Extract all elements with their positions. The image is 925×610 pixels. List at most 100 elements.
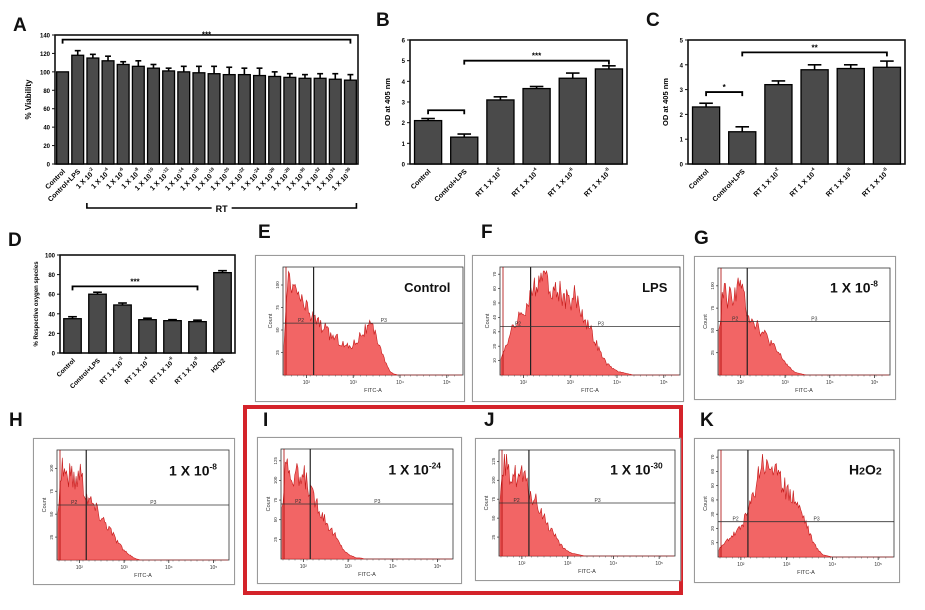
category-label: RT 1 X 10-8 [171, 355, 202, 386]
y-tick-label: 50 [710, 327, 715, 333]
significance-label: * [723, 83, 727, 92]
y-tick-label: 0 [47, 163, 51, 169]
y-tick-label: 100 [273, 476, 278, 484]
y-axis-label: Count [42, 497, 48, 512]
bar [836, 67, 865, 165]
category-label: RT 1 X 10-2 [751, 166, 784, 199]
y-axis-label: % Respective oxygen species [34, 261, 40, 347]
bar [594, 68, 624, 165]
histogram-area [718, 277, 889, 376]
x-tick-label: 10⁴ [610, 561, 618, 567]
panel-letter-c: C [646, 10, 660, 31]
x-tick-label: 10³ [783, 562, 791, 568]
y-tick-label: 5 [402, 59, 406, 65]
bar [163, 320, 182, 354]
y-axis-label: Count [484, 495, 490, 510]
significance-bracket [61, 38, 352, 44]
panel-letter-e: E [258, 222, 271, 243]
y-tick-label: 20 [492, 343, 497, 349]
significance-bracket [427, 109, 466, 115]
x-tick-label: 10⁴ [829, 562, 837, 568]
y-tick-label: 60 [492, 286, 497, 292]
category-label: RT 1 X 10-8 [859, 166, 892, 199]
x-tick-label: 10³ [564, 561, 572, 567]
gate-label-p3: P3 [811, 317, 817, 323]
gate-label-p2: P2 [298, 318, 304, 324]
gate-label-p3: P3 [381, 318, 387, 324]
category-label: Control [56, 357, 77, 378]
sample-label: 1 X 10-8 [169, 461, 217, 478]
x-tick-label: 10³ [344, 564, 352, 570]
category-label: Control [410, 168, 433, 191]
panel-letter-i: I [263, 410, 269, 431]
y-tick-label: 75 [49, 488, 54, 494]
y-tick-label: 100 [491, 476, 496, 484]
x-tick-label: 10⁴ [613, 380, 621, 386]
x-tick-label: 10⁵ [443, 380, 451, 386]
significance-label: *** [130, 277, 140, 286]
histogram-area [283, 270, 462, 376]
bar [728, 131, 757, 165]
x-tick-label: 10² [737, 380, 745, 386]
x-axis-label: FITC-A [134, 573, 152, 579]
bar [486, 99, 515, 165]
x-tick-label: 10³ [120, 565, 128, 571]
panel-letter-f: F [481, 222, 493, 243]
gate-label-p3: P3 [150, 500, 156, 506]
bar [298, 77, 312, 165]
y-tick-label: 25 [273, 536, 278, 542]
bar [146, 67, 161, 165]
y-tick-label: 0 [52, 352, 56, 358]
histogram-j: P2 P3 10² 10³ 10⁴ 10⁵ 25 50 75 100 125 FITC-A Count 1… [484, 449, 676, 575]
significance-bracket [705, 91, 744, 97]
category-label: RT 1 X 10-8 [581, 166, 614, 199]
y-tick-label: 75 [273, 497, 278, 503]
significance-label: ** [811, 43, 818, 52]
y-tick-label: 100 [275, 281, 280, 289]
y-tick-label: 0 [680, 163, 684, 169]
bar [207, 73, 221, 165]
y-tick-label: 75 [275, 305, 280, 311]
bar [213, 271, 232, 354]
y-tick-label: 2 [680, 113, 684, 119]
x-axis-label: FITC-A [364, 388, 382, 394]
gate-label-p3: P3 [813, 517, 819, 523]
x-tick-label: 10⁵ [660, 380, 668, 386]
x-tick-label: 10⁵ [871, 380, 879, 386]
bar [138, 319, 157, 354]
y-tick-label: 25 [275, 350, 280, 356]
y-tick-label: 3 [680, 88, 684, 94]
x-tick-label: 10² [518, 561, 526, 567]
category-label: H2O2 [210, 357, 227, 374]
y-tick-label: 50 [49, 511, 54, 517]
panel-letter-h: H [9, 410, 23, 431]
x-tick-label: 10⁴ [826, 380, 834, 386]
histogram-area [718, 453, 893, 558]
y-tick-label: 20 [48, 332, 55, 338]
panel-letter-k: K [700, 410, 714, 431]
x-tick-label: 10² [300, 564, 308, 570]
y-tick-label: 1 [680, 138, 684, 144]
bar [131, 65, 145, 165]
y-tick-label: 30 [492, 329, 497, 335]
y-tick-label: 100 [49, 464, 54, 472]
gate-label-p2: P2 [733, 517, 739, 523]
y-tick-label: 100 [45, 254, 56, 260]
bar [56, 71, 70, 165]
y-tick-label: 100 [40, 70, 51, 76]
bar [268, 75, 282, 165]
group-label-bg [211, 202, 232, 214]
histogram-e-control: P2 P3 10² 10³ 10⁴ 10⁵ 25 50 75 100 FITC-A Count Cont… [268, 266, 464, 394]
y-tick-label: 10 [492, 358, 497, 364]
y-tick-label: 60 [710, 468, 715, 474]
y-tick-label: 75 [710, 305, 715, 311]
bar [450, 136, 479, 165]
sample-label: Control [404, 280, 450, 295]
y-tick-label: 50 [491, 515, 496, 521]
y-tick-label: 70 [492, 271, 497, 277]
bar [177, 71, 191, 165]
y-axis-label: Count [266, 496, 272, 511]
